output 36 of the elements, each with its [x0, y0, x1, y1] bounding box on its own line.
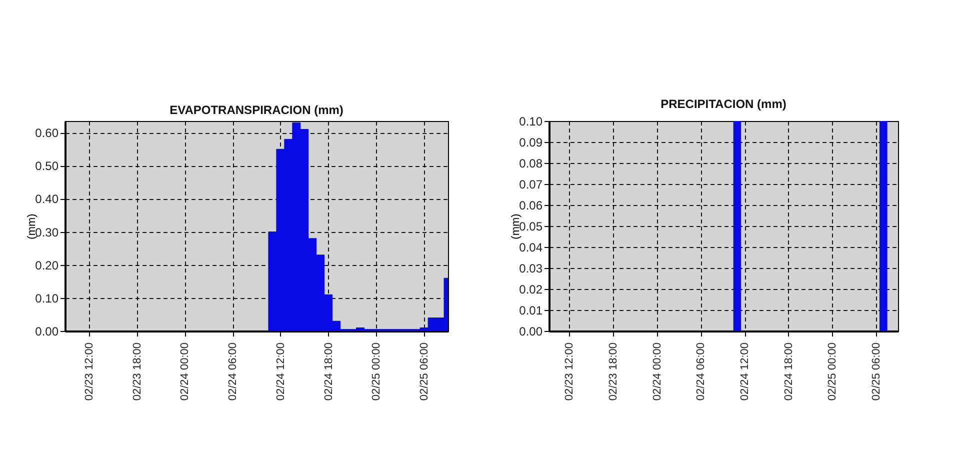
x-tick-label: 02/23 18:00: [607, 342, 620, 401]
chart-title: EVAPOTRANSPIRACION (mm): [170, 103, 344, 117]
x-tick-label: 02/25 06:00: [870, 342, 883, 401]
y-tick-label: 0.03: [519, 262, 543, 276]
x-tick-label: 02/24 12:00: [274, 342, 287, 401]
x-tick-label: 02/24 00:00: [651, 342, 664, 401]
y-tick-label: 0.02: [519, 282, 543, 296]
x-tick-label: 02/24 06:00: [695, 342, 708, 401]
x-tick-label: 02/24 12:00: [739, 342, 752, 401]
y-tick-label: 0.00: [519, 324, 543, 338]
y-tick-label: 0.06: [519, 198, 543, 212]
x-tick-label: 02/25 00:00: [826, 342, 839, 401]
y-tick-label: 0.50: [35, 159, 59, 174]
y-tick-label: 0.07: [519, 178, 543, 192]
y-tick-label: 0.04: [519, 240, 543, 254]
x-tick-label: 02/24 06:00: [227, 342, 240, 401]
x-tick-label: 02/24 18:00: [782, 342, 795, 401]
y-tick-label: 0.00: [35, 324, 59, 338]
x-tick-label: 02/23 18:00: [131, 342, 144, 401]
y-tick-label: 0.60: [35, 126, 59, 140]
y-tick-label: 0.30: [35, 225, 59, 240]
x-tick-label: 02/24 00:00: [179, 342, 192, 401]
x-tick-label: 02/24 18:00: [322, 342, 335, 401]
y-tick-label: 0.40: [35, 192, 59, 206]
y-tick-label: 0.09: [519, 136, 543, 150]
y-tick-label: 0.05: [519, 220, 543, 234]
y-tick-label: 0.01: [519, 304, 543, 318]
y-tick-label: 0.08: [519, 156, 543, 170]
x-tick-label: 02/23 12:00: [83, 342, 96, 401]
x-tick-label: 02/25 00:00: [370, 342, 383, 401]
y-tick-label: 0.10: [519, 114, 543, 128]
y-tick-label: 0.10: [35, 291, 59, 306]
y-tick-label: 0.20: [35, 258, 59, 272]
x-tick-label: 02/25 06:00: [418, 342, 431, 401]
chart-title: PRECIPITACION (mm): [660, 97, 786, 111]
x-tick-label: 02/23 12:00: [564, 342, 576, 401]
